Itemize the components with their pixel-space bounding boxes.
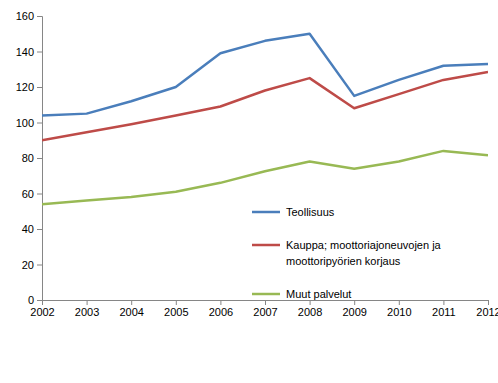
- tick-label: 2012: [476, 306, 498, 318]
- tick-label: 2008: [298, 306, 322, 318]
- legend-item: Kauppa; moottoriajoneuvojen jamoottoripy…: [252, 239, 442, 267]
- tick-mark: [37, 87, 42, 88]
- tick-mark: [220, 300, 221, 305]
- tick: 2010: [387, 300, 411, 318]
- tick-label: 2011: [432, 306, 456, 318]
- tick: 80: [22, 152, 42, 164]
- tick-mark: [176, 300, 177, 305]
- tick: 0: [28, 294, 42, 306]
- x-axis: 2002 2003 2004 2005 2006 2007 2008 2009 2010 2011…: [30, 300, 498, 318]
- tick-mark: [310, 300, 311, 305]
- series-line: [42, 151, 488, 204]
- legend-label: Teollisuus: [286, 206, 335, 218]
- tick: 2008: [298, 300, 322, 318]
- tick-mark: [37, 16, 42, 17]
- tick-mark: [265, 300, 266, 305]
- tick-mark: [37, 52, 42, 53]
- tick-mark: [399, 300, 400, 305]
- tick-mark: [354, 300, 355, 305]
- tick-label: 2003: [75, 306, 99, 318]
- tick-label: 160: [16, 10, 34, 22]
- tick-mark: [37, 194, 42, 195]
- tick: 60: [22, 188, 42, 200]
- tick: 140: [16, 46, 42, 58]
- tick-mark: [488, 300, 489, 305]
- tick: 40: [22, 223, 42, 235]
- tick-mark: [443, 300, 444, 305]
- tick-mark: [131, 300, 132, 305]
- tick-label: 2009: [342, 306, 366, 318]
- tick: 2007: [253, 300, 277, 318]
- tick-label: 2002: [30, 306, 54, 318]
- tick-label: 100: [16, 117, 34, 129]
- tick-label: 80: [22, 152, 34, 164]
- tick-mark: [37, 265, 42, 266]
- tick-mark: [87, 300, 88, 305]
- legend-swatch: [252, 293, 280, 296]
- tick: 2009: [342, 300, 366, 318]
- legend-item: Teollisuus: [252, 206, 335, 218]
- legend-label: Muut palvelut: [286, 288, 351, 300]
- tick: 20: [22, 259, 42, 271]
- axis-line: [37, 17, 43, 301]
- tick: 2006: [209, 300, 233, 318]
- tick-label: 2010: [387, 306, 411, 318]
- axis-line: [43, 301, 489, 306]
- tick-label: 2004: [119, 306, 143, 318]
- tick-label: 0: [28, 294, 34, 306]
- tick: 2012: [476, 300, 498, 318]
- tick: 2011: [432, 300, 456, 318]
- series-line: [42, 34, 488, 116]
- chart: 2002 2003 2004 2005 2006 2007 2008 2009 2010 2011…: [0, 0, 498, 383]
- tick: 160: [16, 10, 42, 22]
- lines: [42, 34, 488, 204]
- tick: 100: [16, 117, 42, 129]
- tick-mark: [37, 158, 42, 159]
- legend-label: Kauppa; moottoriajoneuvojen jamoottoripy…: [286, 239, 442, 267]
- series-line: [42, 72, 488, 140]
- legend-item: Muut palvelut: [252, 288, 351, 300]
- tick-label: 40: [22, 223, 34, 235]
- y-axis: 0 20 40 60 80 100 120 140 160: [16, 10, 43, 306]
- tick-label: 120: [16, 81, 34, 93]
- tick: 2005: [164, 300, 188, 318]
- tick: 2003: [75, 300, 99, 318]
- legend: Teollisuus Kauppa; moottoriajoneuvojen ja…: [252, 206, 442, 300]
- tick-mark: [37, 300, 42, 301]
- tick-mark: [37, 123, 42, 124]
- tick-label: 2005: [164, 306, 188, 318]
- legend-swatch: [252, 211, 280, 214]
- plot: 2002 2003 2004 2005 2006 2007 2008 2009 2010 2011…: [16, 10, 498, 318]
- legend-swatch: [252, 244, 280, 247]
- tick-label: 60: [22, 188, 34, 200]
- tick-mark: [37, 229, 42, 230]
- tick-label: 2007: [253, 306, 277, 318]
- tick-label: 140: [16, 46, 34, 58]
- tick-label: 2006: [209, 306, 233, 318]
- tick: 120: [16, 81, 42, 93]
- tick: 2004: [119, 300, 143, 318]
- tick-label: 20: [22, 259, 34, 271]
